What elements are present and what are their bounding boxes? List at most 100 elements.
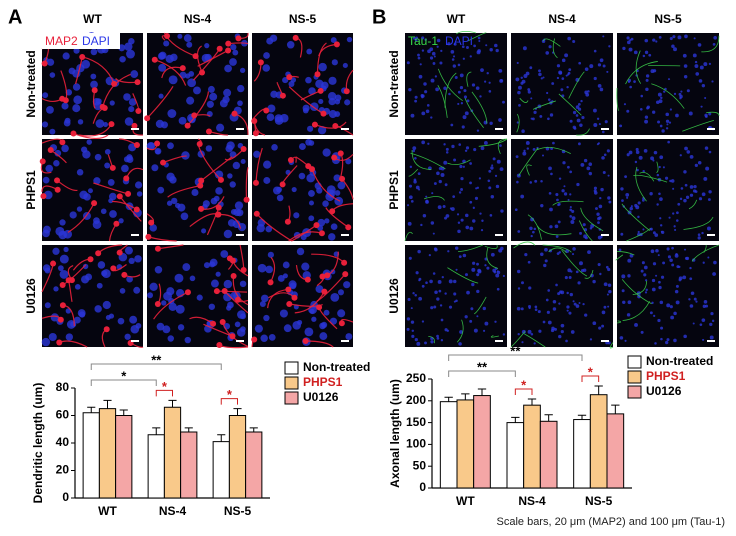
nucleus <box>498 118 502 122</box>
nucleus <box>174 273 184 283</box>
nucleus <box>480 146 485 151</box>
nucleus <box>166 287 175 296</box>
nucleus <box>500 79 503 82</box>
nucleus <box>168 302 177 311</box>
nucleus <box>671 44 675 49</box>
neurite <box>473 296 487 315</box>
nucleus <box>578 301 581 305</box>
row-label: U0126 <box>387 278 401 314</box>
micrograph <box>511 139 613 242</box>
nucleus <box>706 226 711 231</box>
nucleus <box>476 289 480 294</box>
soma <box>217 176 224 183</box>
nucleus <box>662 166 665 169</box>
nucleus <box>436 334 439 338</box>
nucleus <box>601 130 605 134</box>
nucleus <box>452 55 456 58</box>
soma <box>292 34 299 41</box>
nucleus <box>524 252 528 257</box>
nucleus <box>646 105 650 109</box>
nucleus <box>342 62 348 68</box>
nucleus <box>236 328 246 337</box>
soma <box>198 205 205 212</box>
neurite <box>162 155 187 164</box>
nucleus <box>682 275 687 280</box>
nucleus <box>686 89 690 93</box>
soma <box>284 218 291 225</box>
nucleus <box>659 155 664 160</box>
nucleus <box>178 116 187 125</box>
nucleus <box>119 288 126 294</box>
legend-label: PHPS1 <box>646 369 686 383</box>
nucleus <box>596 143 599 146</box>
nucleus <box>626 153 630 157</box>
nucleus <box>203 262 211 269</box>
nucleus <box>661 129 665 133</box>
nucleus <box>441 276 444 279</box>
nucleus <box>515 155 519 159</box>
soma <box>229 257 236 264</box>
nucleus <box>213 195 220 202</box>
neurite <box>701 35 720 53</box>
nucleus <box>626 36 630 40</box>
soma <box>125 190 132 197</box>
nucleus <box>548 166 552 171</box>
nucleus <box>683 248 687 251</box>
nucleus <box>93 177 101 185</box>
nucleus <box>81 59 91 69</box>
nucleus <box>136 191 143 197</box>
nucleus <box>459 73 464 78</box>
nucleus <box>665 340 669 345</box>
nucleus <box>464 149 468 153</box>
soma <box>57 316 64 323</box>
nucleus <box>652 231 656 235</box>
nucleus <box>469 181 472 185</box>
nucleus <box>637 201 641 205</box>
nucleus <box>334 98 341 105</box>
nucleus <box>279 309 288 318</box>
nucleus <box>667 255 672 259</box>
neurite <box>305 340 334 348</box>
nucleus <box>237 84 245 93</box>
nucleus <box>540 77 543 80</box>
soma <box>287 157 294 164</box>
nucleus <box>693 185 697 189</box>
nucleus <box>622 46 626 51</box>
nucleus <box>672 187 675 190</box>
nucleus <box>469 319 473 323</box>
nucleus <box>498 248 503 253</box>
nucleus <box>49 128 56 135</box>
nucleus <box>418 277 422 281</box>
nucleus <box>316 187 323 194</box>
nucleus <box>65 333 74 341</box>
significance-bracket <box>448 354 583 361</box>
nucleus <box>456 213 460 216</box>
soma <box>342 271 349 278</box>
nucleus <box>417 56 421 60</box>
nucleus <box>177 324 185 331</box>
nucleus <box>102 121 109 128</box>
nucleus <box>118 218 124 224</box>
nucleus <box>417 53 420 57</box>
nucleus <box>516 180 519 184</box>
nucleus <box>660 326 664 330</box>
nucleus <box>83 193 91 201</box>
nucleus <box>561 189 565 193</box>
nucleus <box>421 140 426 145</box>
nucleus <box>229 58 237 66</box>
nucleus <box>443 160 448 165</box>
soma <box>225 47 232 54</box>
nucleus <box>436 171 440 176</box>
neurite <box>490 335 499 338</box>
soma <box>144 115 151 122</box>
nucleus <box>415 271 419 275</box>
nucleus <box>702 304 706 308</box>
nucleus <box>90 48 98 56</box>
nucleus <box>128 257 135 264</box>
nucleus <box>296 247 305 256</box>
nucleus <box>183 34 192 42</box>
nucleus <box>525 141 530 145</box>
significance-label: ** <box>510 343 521 358</box>
nucleus <box>466 99 470 103</box>
nucleus <box>598 326 602 330</box>
